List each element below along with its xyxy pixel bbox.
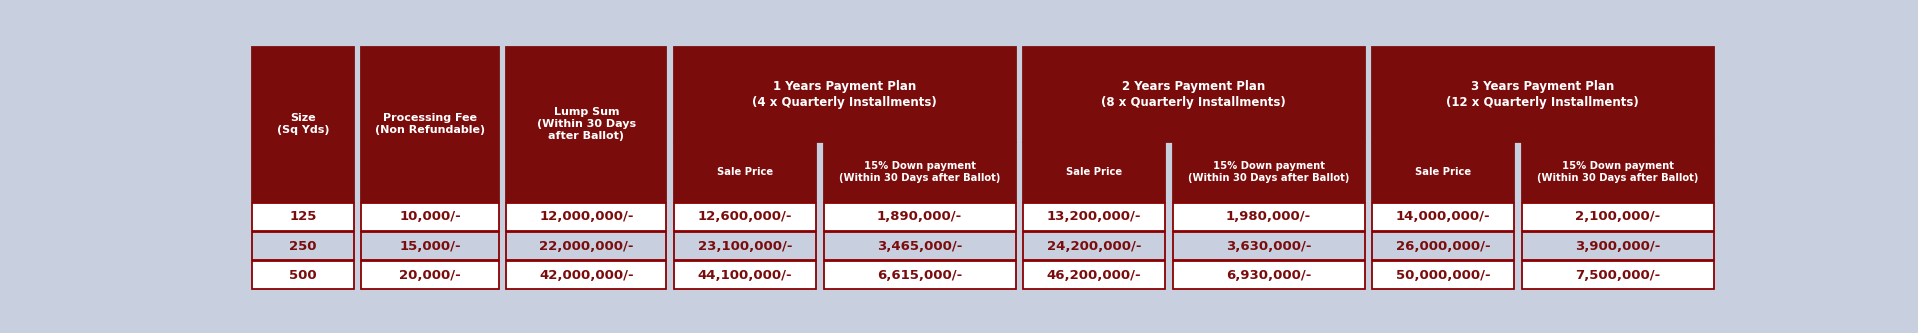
Bar <box>253 203 353 231</box>
Bar <box>1172 143 1364 201</box>
Bar <box>361 203 499 231</box>
Bar <box>1172 261 1364 289</box>
Bar <box>673 143 815 201</box>
Bar <box>361 47 499 201</box>
Text: 12,600,000/-: 12,600,000/- <box>698 210 792 223</box>
Text: 50,000,000/-: 50,000,000/- <box>1396 269 1490 282</box>
Text: 42,000,000/-: 42,000,000/- <box>539 269 633 282</box>
Bar <box>823 203 1015 231</box>
Text: 1 Years Payment Plan
(4 x Quarterly Installments): 1 Years Payment Plan (4 x Quarterly Inst… <box>752 80 938 109</box>
Text: 44,100,000/-: 44,100,000/- <box>698 269 792 282</box>
Bar <box>506 232 666 260</box>
Text: 1,980,000/-: 1,980,000/- <box>1226 210 1312 223</box>
Text: 46,200,000/-: 46,200,000/- <box>1047 269 1141 282</box>
Text: 3,465,000/-: 3,465,000/- <box>877 240 963 253</box>
Bar <box>823 261 1015 289</box>
Text: 24,200,000/-: 24,200,000/- <box>1047 240 1141 253</box>
Bar <box>506 47 666 201</box>
Text: 13,200,000/-: 13,200,000/- <box>1047 210 1141 223</box>
Text: 7,500,000/-: 7,500,000/- <box>1575 269 1661 282</box>
Bar <box>506 203 666 231</box>
Bar <box>1371 143 1513 201</box>
Bar <box>1371 232 1513 260</box>
Bar <box>1371 203 1513 231</box>
Text: Lump Sum
(Within 30 Days
after Ballot): Lump Sum (Within 30 Days after Ballot) <box>537 107 637 141</box>
Text: Sale Price: Sale Price <box>717 167 773 177</box>
Bar <box>361 261 499 289</box>
Text: 125: 125 <box>290 210 316 223</box>
Text: Processing Fee
(Non Refundable): Processing Fee (Non Refundable) <box>374 113 485 135</box>
Bar <box>1022 203 1164 231</box>
Bar <box>823 143 1015 201</box>
Text: 15% Down payment
(Within 30 Days after Ballot): 15% Down payment (Within 30 Days after B… <box>1187 162 1348 183</box>
Bar <box>1371 47 1713 142</box>
Text: 14,000,000/-: 14,000,000/- <box>1396 210 1490 223</box>
Bar <box>673 232 815 260</box>
Bar <box>673 261 815 289</box>
Bar <box>1521 261 1713 289</box>
Bar <box>506 261 666 289</box>
Text: 3,630,000/-: 3,630,000/- <box>1226 240 1312 253</box>
Text: 6,930,000/-: 6,930,000/- <box>1226 269 1312 282</box>
Bar <box>1521 232 1713 260</box>
Bar <box>673 203 815 231</box>
Text: 15% Down payment
(Within 30 Days after Ballot): 15% Down payment (Within 30 Days after B… <box>838 162 999 183</box>
Bar <box>823 232 1015 260</box>
Text: 2,100,000/-: 2,100,000/- <box>1575 210 1661 223</box>
Text: 3,900,000/-: 3,900,000/- <box>1575 240 1661 253</box>
Bar <box>1521 203 1713 231</box>
Bar <box>1521 143 1713 201</box>
Bar <box>253 47 353 201</box>
Bar <box>1172 203 1364 231</box>
Text: 1,890,000/-: 1,890,000/- <box>877 210 963 223</box>
Text: 500: 500 <box>290 269 316 282</box>
Bar <box>361 232 499 260</box>
Text: 15% Down payment
(Within 30 Days after Ballot): 15% Down payment (Within 30 Days after B… <box>1536 162 1697 183</box>
Text: 15,000/-: 15,000/- <box>399 240 460 253</box>
Bar <box>1022 261 1164 289</box>
Bar <box>1022 47 1364 142</box>
Bar <box>1172 232 1364 260</box>
Text: 6,615,000/-: 6,615,000/- <box>877 269 963 282</box>
Text: 26,000,000/-: 26,000,000/- <box>1396 240 1490 253</box>
Bar <box>253 261 353 289</box>
Bar <box>1022 143 1164 201</box>
Text: 22,000,000/-: 22,000,000/- <box>539 240 633 253</box>
Text: 3 Years Payment Plan
(12 x Quarterly Installments): 3 Years Payment Plan (12 x Quarterly Ins… <box>1446 80 1640 109</box>
Text: Size
(Sq Yds): Size (Sq Yds) <box>276 113 330 135</box>
Bar <box>673 47 1015 142</box>
Text: 20,000/-: 20,000/- <box>399 269 460 282</box>
Text: 12,000,000/-: 12,000,000/- <box>539 210 633 223</box>
Bar <box>253 232 353 260</box>
Bar <box>1022 232 1164 260</box>
Text: 250: 250 <box>290 240 316 253</box>
Text: 2 Years Payment Plan
(8 x Quarterly Installments): 2 Years Payment Plan (8 x Quarterly Inst… <box>1101 80 1287 109</box>
Text: 10,000/-: 10,000/- <box>399 210 460 223</box>
Text: 23,100,000/-: 23,100,000/- <box>698 240 792 253</box>
Text: Sale Price: Sale Price <box>1066 167 1122 177</box>
Bar <box>1371 261 1513 289</box>
Text: Sale Price: Sale Price <box>1415 167 1471 177</box>
